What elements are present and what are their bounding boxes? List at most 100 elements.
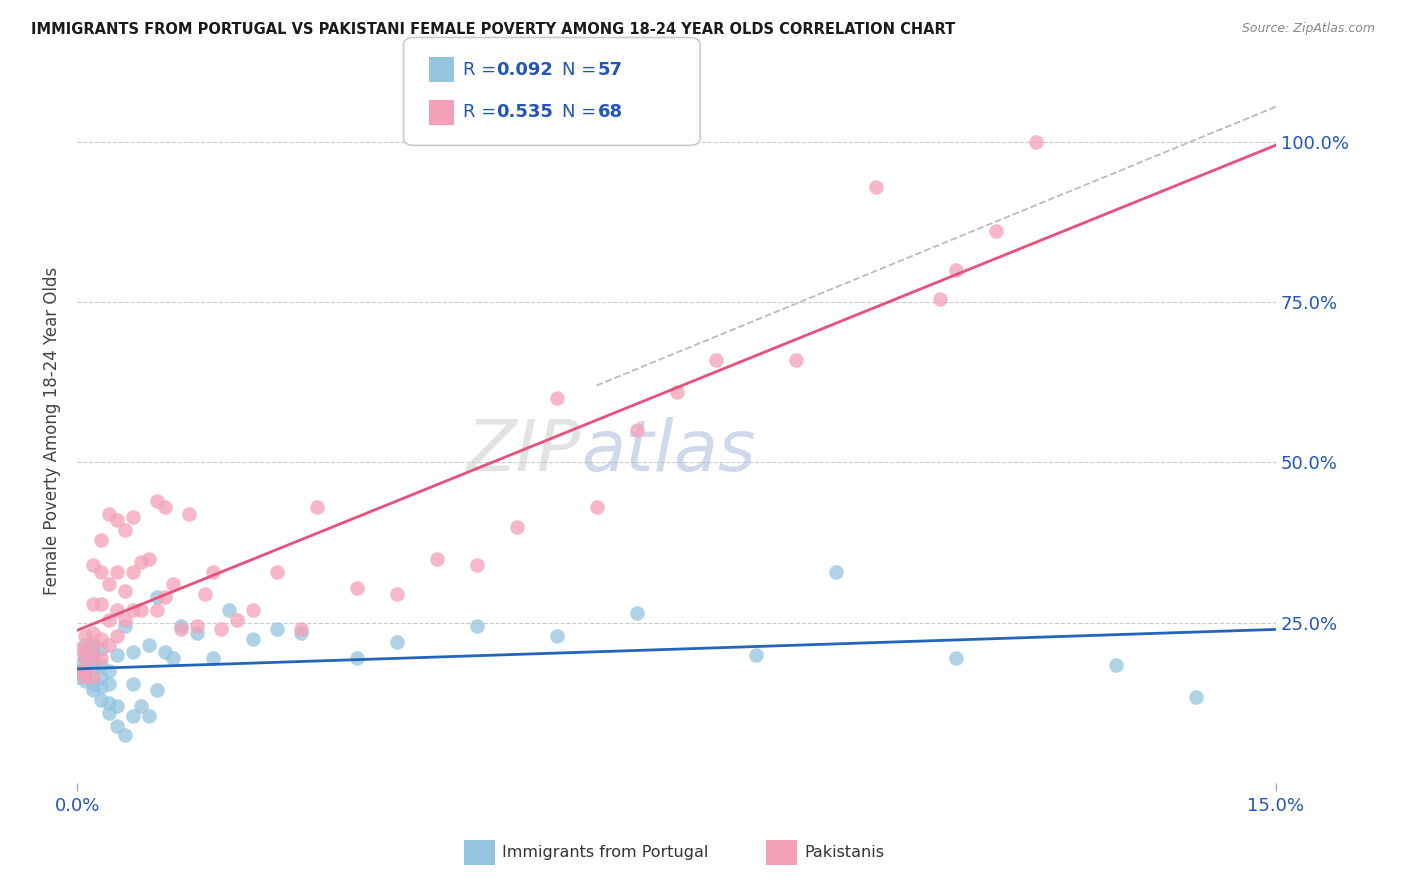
Point — [75, 667, 97, 681]
Point — [75, 651, 97, 665]
Point — [153, 591, 176, 605]
Point — [122, 645, 145, 659]
Point — [75, 671, 97, 685]
Text: 0.535: 0.535 — [496, 103, 553, 121]
Point — [986, 224, 1008, 238]
Point — [82, 639, 104, 653]
Point — [90, 651, 112, 665]
Point — [1025, 135, 1047, 149]
Point — [1185, 690, 1208, 704]
Text: 0.092: 0.092 — [496, 61, 553, 78]
Point — [242, 632, 264, 646]
Point — [98, 706, 121, 720]
Point — [98, 664, 121, 678]
Point — [90, 641, 112, 656]
Point — [177, 507, 200, 521]
Point — [665, 384, 688, 399]
Point — [114, 619, 136, 633]
Point — [82, 597, 104, 611]
Point — [98, 639, 121, 653]
Point — [66, 664, 89, 678]
Point — [98, 613, 121, 627]
Point — [90, 533, 112, 547]
Point — [90, 657, 112, 672]
Point — [122, 709, 145, 723]
Point — [162, 577, 184, 591]
Point — [105, 603, 128, 617]
Point — [465, 558, 488, 573]
Point — [170, 623, 193, 637]
Point — [75, 664, 97, 678]
Point — [105, 718, 128, 732]
Point — [626, 424, 648, 438]
Point — [66, 657, 89, 672]
Point — [346, 581, 368, 595]
Point — [82, 639, 104, 653]
Point — [75, 651, 97, 665]
Point — [66, 671, 89, 685]
Point — [98, 677, 121, 691]
Point — [114, 583, 136, 598]
Point — [194, 587, 217, 601]
Text: atlas: atlas — [581, 417, 755, 486]
Point — [945, 651, 967, 665]
Text: 68: 68 — [598, 103, 623, 121]
Text: Pakistanis: Pakistanis — [804, 846, 884, 860]
Point — [82, 625, 104, 640]
Point — [266, 623, 288, 637]
Point — [90, 680, 112, 694]
Point — [546, 629, 568, 643]
Point — [122, 565, 145, 579]
Point — [82, 645, 104, 659]
Point — [305, 500, 328, 515]
Point — [426, 551, 449, 566]
Point — [146, 683, 169, 698]
Point — [785, 352, 807, 367]
Point — [186, 619, 208, 633]
Point — [129, 555, 152, 569]
Point — [98, 696, 121, 710]
Point — [105, 648, 128, 662]
Point — [90, 597, 112, 611]
Point — [114, 728, 136, 742]
Point — [929, 292, 952, 306]
Point — [66, 641, 89, 656]
Point — [98, 507, 121, 521]
Point — [122, 603, 145, 617]
Point — [90, 632, 112, 646]
Point — [865, 179, 887, 194]
Point — [226, 613, 249, 627]
Point — [626, 607, 648, 621]
Point — [1105, 657, 1128, 672]
Point — [146, 591, 169, 605]
Point — [90, 693, 112, 707]
Point — [138, 709, 160, 723]
Point — [153, 645, 176, 659]
Point — [105, 565, 128, 579]
Point — [186, 625, 208, 640]
Text: N =: N = — [562, 103, 602, 121]
Point — [98, 577, 121, 591]
Point — [201, 565, 224, 579]
Point — [242, 603, 264, 617]
Text: 57: 57 — [598, 61, 623, 78]
Point — [146, 494, 169, 508]
Point — [290, 623, 312, 637]
Point — [209, 623, 232, 637]
Point — [170, 619, 193, 633]
Text: Source: ZipAtlas.com: Source: ZipAtlas.com — [1241, 22, 1375, 36]
Point — [138, 639, 160, 653]
Point — [266, 565, 288, 579]
Point — [201, 651, 224, 665]
Point — [75, 673, 97, 688]
Text: IMMIGRANTS FROM PORTUGAL VS PAKISTANI FEMALE POVERTY AMONG 18-24 YEAR OLDS CORRE: IMMIGRANTS FROM PORTUGAL VS PAKISTANI FE… — [31, 22, 955, 37]
Point — [945, 263, 967, 277]
Point — [218, 603, 240, 617]
Point — [465, 619, 488, 633]
Point — [105, 699, 128, 714]
Point — [153, 500, 176, 515]
Point — [505, 519, 527, 533]
Point — [385, 587, 408, 601]
Point — [122, 510, 145, 524]
Point — [90, 565, 112, 579]
